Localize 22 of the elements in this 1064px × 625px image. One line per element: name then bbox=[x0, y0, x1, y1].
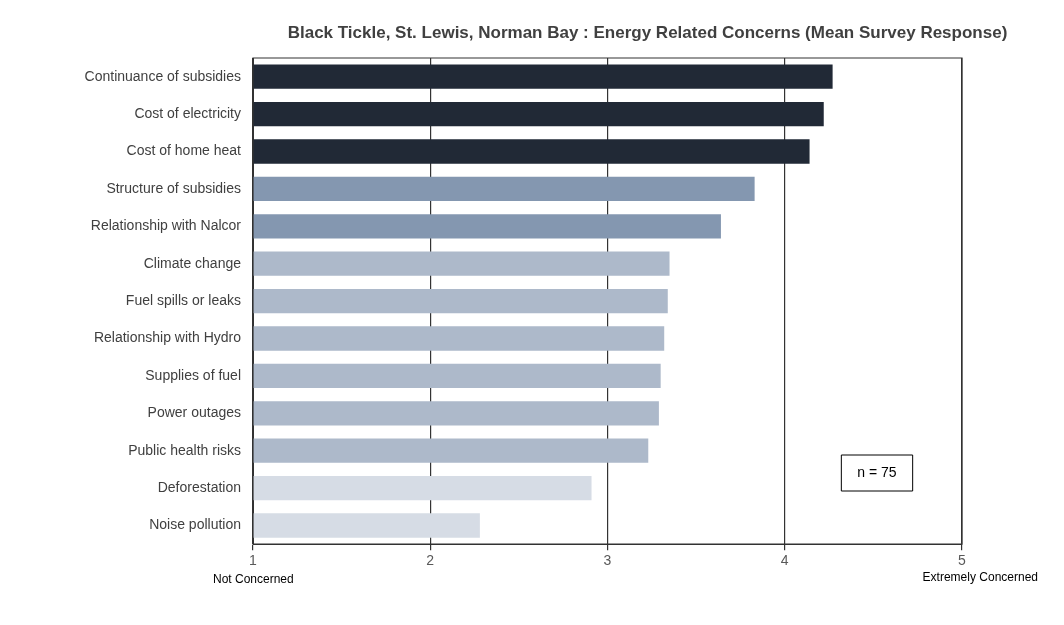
y-tick-label: Cost of home heat bbox=[126, 142, 242, 159]
y-tick-label: Continuance of subsidies bbox=[84, 67, 241, 84]
y-tick-label: Relationship with Nalcor bbox=[90, 217, 242, 234]
y-tick-label: Cost of electricity bbox=[134, 104, 241, 121]
x-tick-label: 4 bbox=[780, 552, 789, 569]
y-tick-label: Climate change bbox=[143, 254, 242, 271]
x-tick-label: 2 bbox=[426, 552, 435, 569]
x-tick-label: 1 bbox=[249, 552, 258, 569]
y-tick-label: Public health risks bbox=[128, 441, 241, 458]
y-tick-label: Structure of subsidies bbox=[106, 179, 241, 196]
y-tick-label: Power outages bbox=[147, 404, 241, 421]
text: Extremely Concerned bbox=[922, 570, 1038, 585]
x-tick-label: 5 bbox=[958, 552, 967, 569]
y-tick-label: Supplies of fuel bbox=[145, 366, 241, 383]
y-tick-label: Relationship with Hydro bbox=[93, 329, 242, 346]
x-tick-label: 3 bbox=[603, 552, 612, 569]
text: Not Concerned bbox=[213, 572, 294, 587]
y-tick-label: Fuel spills or leaks bbox=[125, 291, 241, 308]
y-tick-label: Noise pollution bbox=[149, 516, 241, 533]
chart-title: Black Tickle, St. Lewis, Norman Bay : Energy Related Concerns (Mean Survey Response) bbox=[287, 22, 1008, 42]
y-tick-label: Deforestation bbox=[157, 478, 241, 495]
annotation: n = 75 bbox=[857, 463, 897, 480]
